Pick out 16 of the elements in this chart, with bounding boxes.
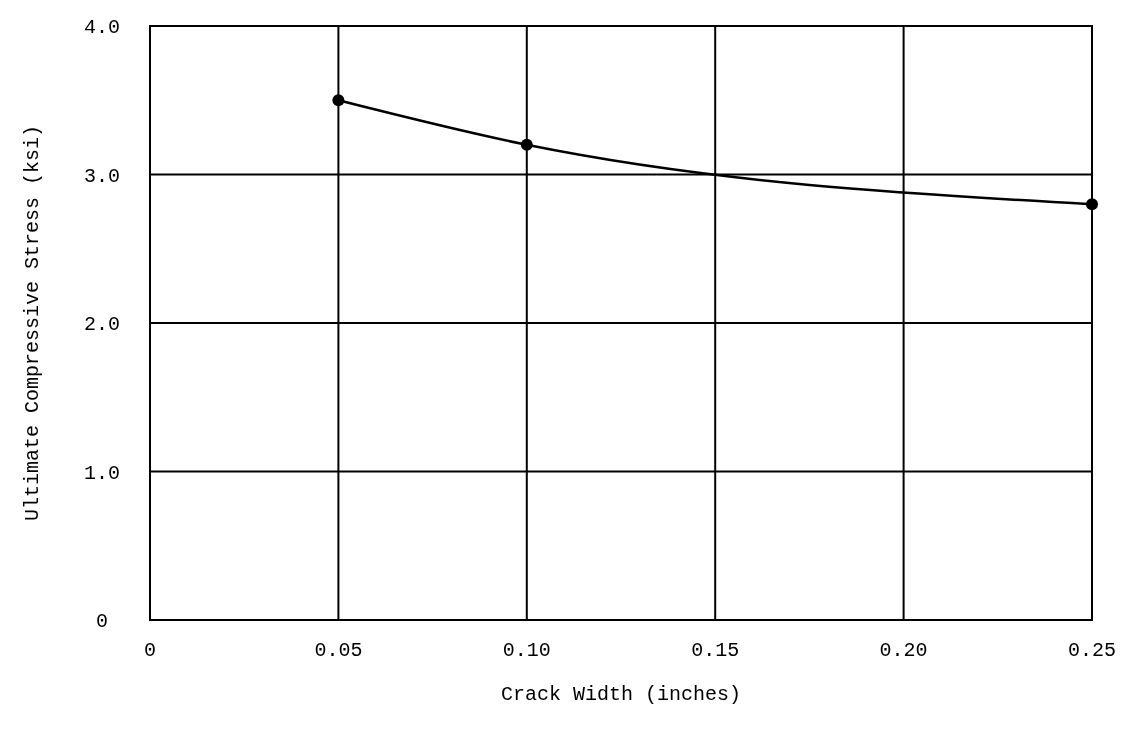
x-tick-label: 0.20	[879, 639, 928, 662]
x-tick-label: 0.25	[1067, 639, 1117, 662]
y-tick-label: 1.0	[83, 461, 121, 485]
x-tick-label: 0.15	[691, 639, 740, 662]
x-tick-label: 0.05	[314, 639, 363, 662]
y-tick-label: 0	[95, 610, 109, 633]
y-tick-label: 2.0	[83, 313, 121, 336]
y-tick-label: 3.0	[83, 164, 121, 188]
y-tick-label: 4.0	[83, 16, 121, 39]
x-axis-title: Crack Width (inches)	[500, 683, 742, 706]
point	[332, 94, 345, 107]
y-axis-title: Ultimate Compressive Stress (ksi)	[21, 124, 44, 522]
point	[520, 138, 533, 151]
x-tick-label: 0.10	[502, 639, 551, 662]
x-tick-label: 0	[143, 639, 157, 662]
point	[1086, 198, 1098, 211]
